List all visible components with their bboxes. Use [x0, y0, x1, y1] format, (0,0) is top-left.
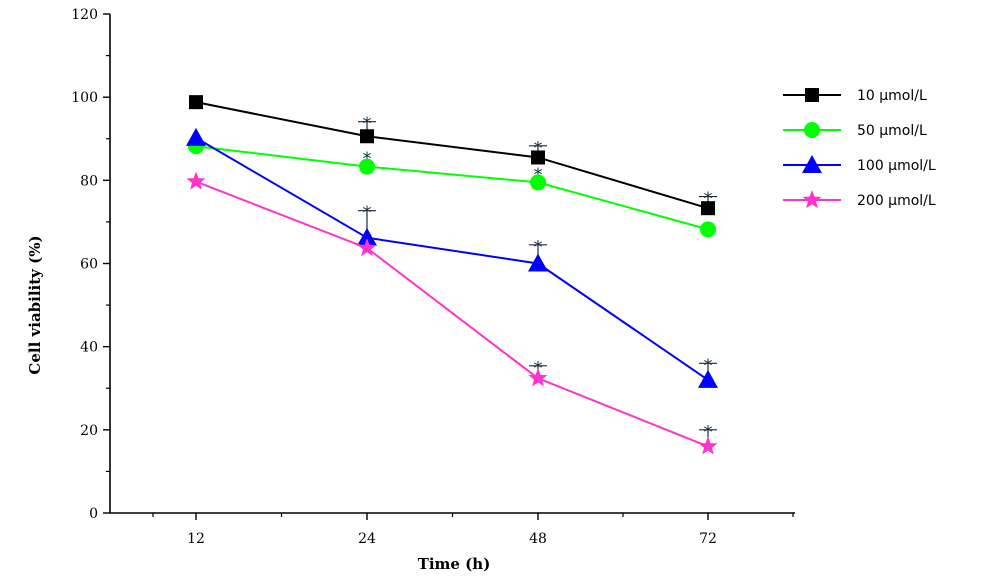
- significance-asterisk: *: [534, 138, 543, 159]
- data-point: [528, 253, 548, 272]
- legend-label: 100 μmol/L: [857, 158, 936, 174]
- data-point: [701, 201, 715, 216]
- y-axis-title: Cell viability (%): [26, 235, 44, 374]
- y-tick-label: 80: [80, 173, 98, 189]
- data-point: [531, 150, 545, 165]
- legend-item: 100 μmol/L: [783, 155, 936, 174]
- legend-label: 10 μmol/L: [857, 88, 927, 104]
- data-point: [189, 95, 203, 110]
- x-tick-label: 12: [187, 531, 205, 547]
- data-point: [186, 171, 206, 190]
- data-point: [698, 436, 718, 455]
- y-tick-label: 120: [71, 7, 98, 23]
- x-axis-title: Time (h): [418, 555, 491, 573]
- data-point: [359, 158, 375, 175]
- y-tick-label: 40: [80, 340, 98, 356]
- x-tick-label: 24: [358, 531, 376, 547]
- y-tick-label: 20: [80, 423, 98, 439]
- data-point: [528, 368, 548, 387]
- y-axis-ticks: 0 20 40 60 80 100 120: [71, 7, 110, 522]
- series-line: [195, 180, 709, 448]
- legend-item: 200 μmol/L: [783, 190, 936, 209]
- series-circle: **: [188, 138, 716, 238]
- x-axis-ticks: 12 24 48 72: [152, 513, 794, 547]
- data-point: [530, 174, 546, 191]
- y-tick-label: 0: [89, 506, 98, 522]
- series-line: [195, 137, 709, 381]
- legend-marker: [804, 122, 820, 138]
- legend-marker: [802, 190, 822, 209]
- significance-asterisk: *: [704, 422, 713, 443]
- legend-marker: [802, 155, 822, 173]
- x-tick-label: 72: [699, 531, 717, 547]
- y-tick-label: 100: [71, 90, 98, 106]
- axes: [109, 14, 795, 514]
- series-line: [195, 101, 709, 210]
- x-tick-label: 48: [529, 531, 547, 547]
- significance-asterisk: *: [363, 114, 372, 135]
- data-point: [360, 129, 374, 144]
- legend-label: 50 μmol/L: [857, 123, 927, 139]
- series-star: **: [186, 171, 718, 455]
- data-point: [357, 238, 377, 257]
- series-triangle: ***: [186, 127, 718, 388]
- significance-asterisk: *: [363, 203, 372, 224]
- data-point: [700, 221, 716, 238]
- legend: 10 μmol/L 50 μmol/L 100 μmol/L 200 μmol/L: [783, 88, 936, 209]
- series-layer: **********: [186, 95, 718, 455]
- significance-asterisk: *: [704, 189, 713, 210]
- series-line: [195, 145, 709, 231]
- legend-marker: [805, 88, 819, 102]
- y-tick-label: 60: [80, 257, 98, 273]
- legend-item: 10 μmol/L: [783, 88, 927, 104]
- data-point: [186, 127, 206, 146]
- significance-asterisk: *: [534, 237, 543, 258]
- legend-label: 200 μmol/L: [857, 193, 936, 209]
- data-point: [357, 227, 377, 246]
- data-point: [698, 369, 718, 388]
- significance-asterisk: *: [704, 355, 713, 376]
- legend-item: 50 μmol/L: [783, 122, 927, 139]
- series-square: * * *: [189, 95, 717, 216]
